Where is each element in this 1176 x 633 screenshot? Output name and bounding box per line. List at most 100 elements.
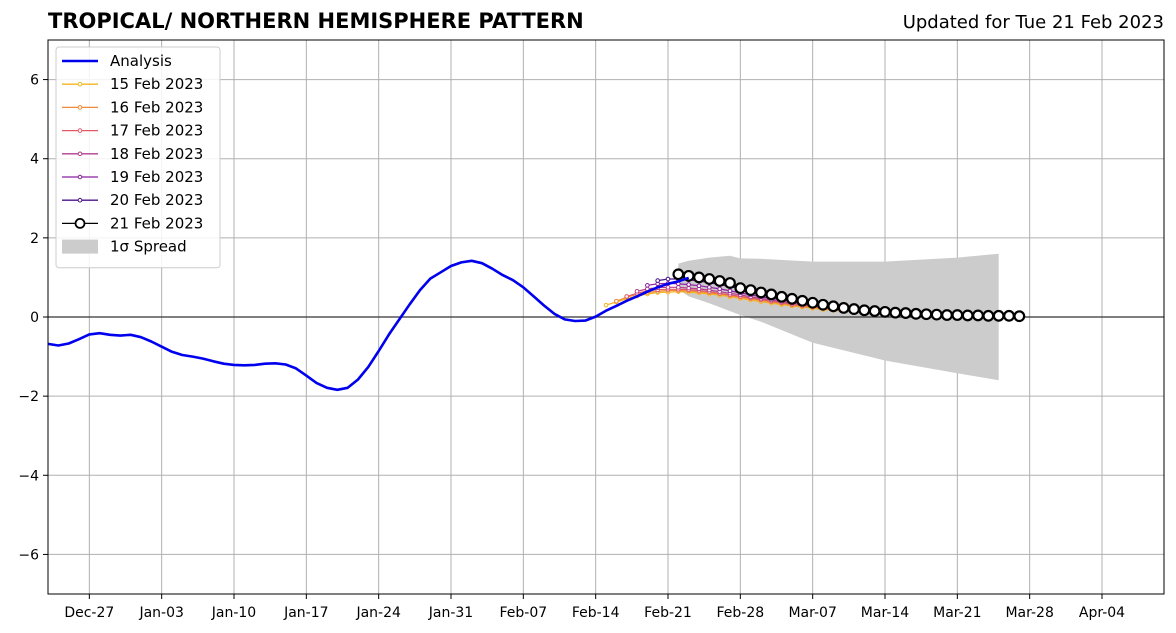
forecast-point	[634, 288, 640, 294]
legend-label: 17 Feb 2023	[110, 122, 203, 140]
legend-item: 18 Feb 2023	[62, 145, 203, 163]
legend-item: 20 Feb 2023	[62, 191, 203, 209]
forecast-point	[655, 278, 660, 283]
legend-label: 21 Feb 2023	[110, 214, 203, 232]
x-tick-label: Feb-14	[572, 605, 620, 621]
x-tick-label: Mar-21	[933, 605, 981, 621]
x-tick-label: Jan-17	[283, 605, 328, 621]
forecast-point	[920, 308, 933, 321]
x-tick-label: Feb-07	[500, 605, 548, 621]
forecast-point	[703, 273, 716, 285]
legend-label: 16 Feb 2023	[110, 98, 203, 116]
forecast-point	[676, 285, 681, 290]
legend-marker	[77, 105, 83, 110]
forecast-point	[848, 303, 860, 315]
forecast-point	[665, 276, 671, 282]
legend-label: 15 Feb 2023	[110, 75, 203, 93]
x-tick-label: Feb-21	[644, 605, 692, 621]
x-tick-label: Feb-28	[717, 605, 765, 621]
forecast-point	[696, 283, 702, 289]
forecast-point	[827, 300, 840, 313]
forecast-point	[665, 285, 671, 290]
x-tick-label: Jan-03	[138, 605, 183, 621]
legend-marker	[74, 217, 86, 229]
forecast-point	[693, 271, 705, 284]
forecast-point	[1003, 309, 1015, 322]
x-tick-label: Mar-14	[861, 605, 909, 621]
forecast-point	[817, 298, 829, 311]
forecast-point	[717, 286, 722, 292]
forecast-point	[686, 285, 691, 291]
legend-item: 16 Feb 2023	[62, 98, 203, 116]
legend-marker	[77, 151, 83, 157]
forecast-point	[796, 294, 809, 307]
forecast-point	[806, 296, 819, 309]
x-tick-label: Apr-04	[1079, 605, 1125, 621]
forecast-point	[614, 298, 619, 304]
y-tick-label: −2	[18, 389, 39, 405]
legend-item: 1σ Spread	[62, 238, 187, 256]
updated-date-label: Updated for Tue 21 Feb 2023	[902, 12, 1164, 33]
legend-item: 15 Feb 2023	[62, 75, 203, 93]
forecast-point	[961, 309, 974, 322]
legend-swatch	[62, 239, 98, 254]
forecast-point	[707, 285, 712, 290]
y-tick-label: 4	[30, 152, 39, 168]
forecast-point	[992, 309, 1005, 322]
x-axis: Dec-27 Jan-03 Jan-10 Jan-17 Jan-24 Jan-31 Feb-…	[64, 594, 1125, 621]
legend-marker	[77, 197, 83, 203]
forecast-point	[941, 309, 953, 321]
x-tick-label: Mar-07	[788, 605, 836, 621]
y-axis: −6 −4 −2 0 2 4 6	[18, 73, 48, 563]
x-tick-label: Jan-24	[355, 605, 401, 621]
legend-item: 21 Feb 2023	[62, 214, 203, 232]
forecast-point	[868, 305, 881, 317]
y-tick-label: −4	[18, 468, 39, 484]
forecast-point	[603, 302, 609, 308]
legend-marker	[77, 174, 83, 180]
forecast-series-21-feb-2023	[672, 268, 1026, 323]
forecast-point	[645, 283, 650, 288]
forecast-point	[744, 284, 757, 296]
forecast-point	[727, 288, 733, 294]
forecast-point	[1013, 310, 1026, 323]
legend-label: 1σ Spread	[110, 238, 187, 256]
forecast-point	[713, 275, 726, 287]
legend-label: Analysis	[110, 52, 172, 70]
forecast-point	[910, 307, 922, 320]
legend: Analysis 15 Feb 2023 16 Feb 2023 17 Feb 202…	[55, 46, 221, 269]
forecast-point	[724, 277, 736, 289]
forecast-point	[686, 282, 691, 287]
legend-label: 19 Feb 2023	[110, 168, 203, 186]
forecast-point	[858, 304, 871, 317]
forecast-point	[837, 301, 850, 314]
y-tick-label: 6	[30, 73, 39, 89]
grid	[48, 40, 1164, 594]
legend-item: 17 Feb 2023	[62, 122, 203, 140]
legend-label: 18 Feb 2023	[110, 145, 203, 163]
legend-label: 20 Feb 2023	[110, 191, 203, 209]
forecast-point	[765, 288, 778, 301]
forecast-point	[734, 282, 747, 295]
analysis-series-group	[47, 259, 690, 392]
legend-item: Analysis	[62, 52, 172, 70]
forecast-point	[786, 292, 798, 305]
forecast-point	[755, 286, 767, 299]
legend-item: 19 Feb 2023	[62, 168, 203, 186]
y-tick-label: 0	[30, 310, 39, 326]
x-tick-label: Mar-28	[1005, 605, 1053, 621]
y-tick-label: −6	[18, 547, 39, 563]
forecast-point	[672, 268, 685, 281]
forecast-point	[930, 308, 943, 321]
forecast-point	[972, 309, 984, 322]
chart-title: TROPICAL/ NORTHERN HEMISPHERE PATTERN	[48, 9, 584, 33]
forecast-point	[624, 294, 629, 299]
analysis-line	[47, 259, 690, 392]
x-tick-label: Dec-27	[64, 605, 114, 621]
forecast-point	[775, 290, 788, 303]
forecast-point	[951, 309, 964, 321]
legend-box	[55, 46, 221, 269]
x-tick-label: Jan-31	[428, 605, 473, 621]
forecast-series-group	[603, 268, 1026, 323]
x-tick-label: Jan-10	[211, 605, 256, 621]
